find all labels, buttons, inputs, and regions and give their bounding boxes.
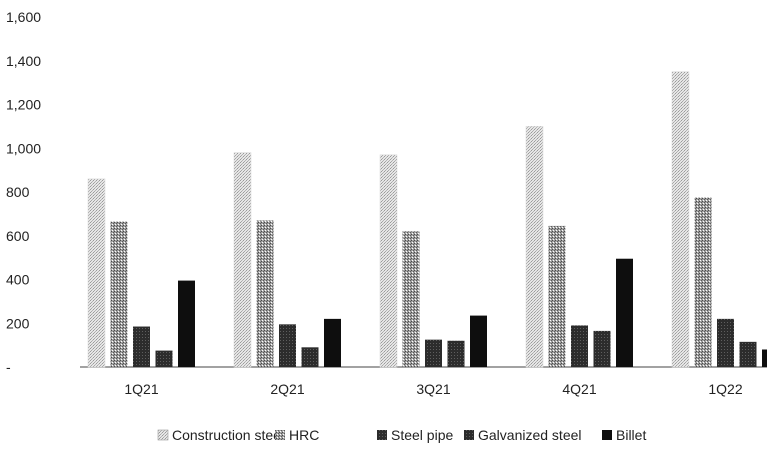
legend-swatch — [275, 430, 285, 440]
bar-billet-2q21 — [324, 318, 341, 367]
bar-steel-pipe-3q21 — [425, 339, 442, 367]
y-tick-label: 200 — [6, 315, 30, 331]
x-tick-label: 2Q21 — [270, 381, 304, 397]
y-tick-label: 1,600 — [6, 9, 41, 25]
bar-steel-pipe-4q21 — [571, 325, 588, 367]
bar-galvanized-steel-4q21 — [593, 330, 611, 367]
x-axis-tick-labels: 1Q21 2Q21 3Q21 4Q21 1Q22 — [124, 381, 742, 397]
legend-label: Construction steel — [172, 427, 284, 443]
bar-hrc-2q21 — [256, 220, 274, 367]
chart-legend: Construction steel HRC Steel pipe Galvanize… — [157, 427, 646, 443]
bar-galvanized-steel-1q22 — [739, 341, 757, 367]
bar-construction-steel-2q21 — [233, 152, 252, 368]
bar-hrc-4q21 — [548, 225, 566, 367]
bar-billet-4q21 — [616, 258, 633, 367]
bar-hrc-1q22 — [694, 197, 712, 367]
legend-swatch — [602, 430, 612, 440]
y-tick-label: 1,400 — [6, 53, 41, 69]
x-tick-label: 3Q21 — [416, 381, 450, 397]
bar-galvanized-steel-1q21 — [155, 350, 173, 367]
bar-hrc-1q21 — [110, 221, 128, 367]
bar-steel-pipe-1q22 — [717, 318, 734, 367]
bar-construction-steel-4q21 — [525, 126, 544, 368]
y-axis-tick-labels: - 200 400 600 800 1,000 1,200 1,400 1,600 — [6, 9, 41, 375]
y-tick-label: 800 — [6, 184, 30, 200]
y-tick-label: - — [6, 359, 11, 375]
x-tick-label: 1Q22 — [708, 381, 742, 397]
bar-billet-1q22 — [762, 349, 767, 367]
bar-construction-steel-1q21 — [87, 178, 106, 368]
x-tick-label: 1Q21 — [124, 381, 158, 397]
bar-billet-1q21 — [178, 280, 195, 367]
x-tick-label: 4Q21 — [562, 381, 596, 397]
bar-galvanized-steel-2q21 — [301, 347, 319, 367]
bar-billet-3q21 — [470, 315, 487, 367]
y-tick-label: 400 — [6, 272, 30, 288]
bar-steel-pipe-1q21 — [133, 326, 150, 367]
bar-construction-steel-3q21 — [379, 154, 398, 368]
y-tick-label: 1,200 — [6, 97, 41, 113]
legend-swatch — [157, 429, 169, 441]
bar-construction-steel-1q22 — [671, 71, 690, 368]
bar-hrc-3q21 — [402, 231, 420, 367]
y-tick-label: 1,000 — [6, 140, 41, 156]
legend-label: Billet — [616, 427, 646, 443]
legend-swatch — [377, 430, 387, 440]
bar-steel-pipe-2q21 — [279, 324, 296, 367]
bar-series-group — [87, 71, 767, 368]
legend-label: Steel pipe — [391, 427, 453, 443]
y-tick-label: 600 — [6, 228, 30, 244]
legend-swatch — [464, 430, 474, 440]
legend-label: Galvanized steel — [478, 427, 582, 443]
bar-galvanized-steel-3q21 — [447, 340, 465, 367]
legend-label: HRC — [289, 427, 319, 443]
